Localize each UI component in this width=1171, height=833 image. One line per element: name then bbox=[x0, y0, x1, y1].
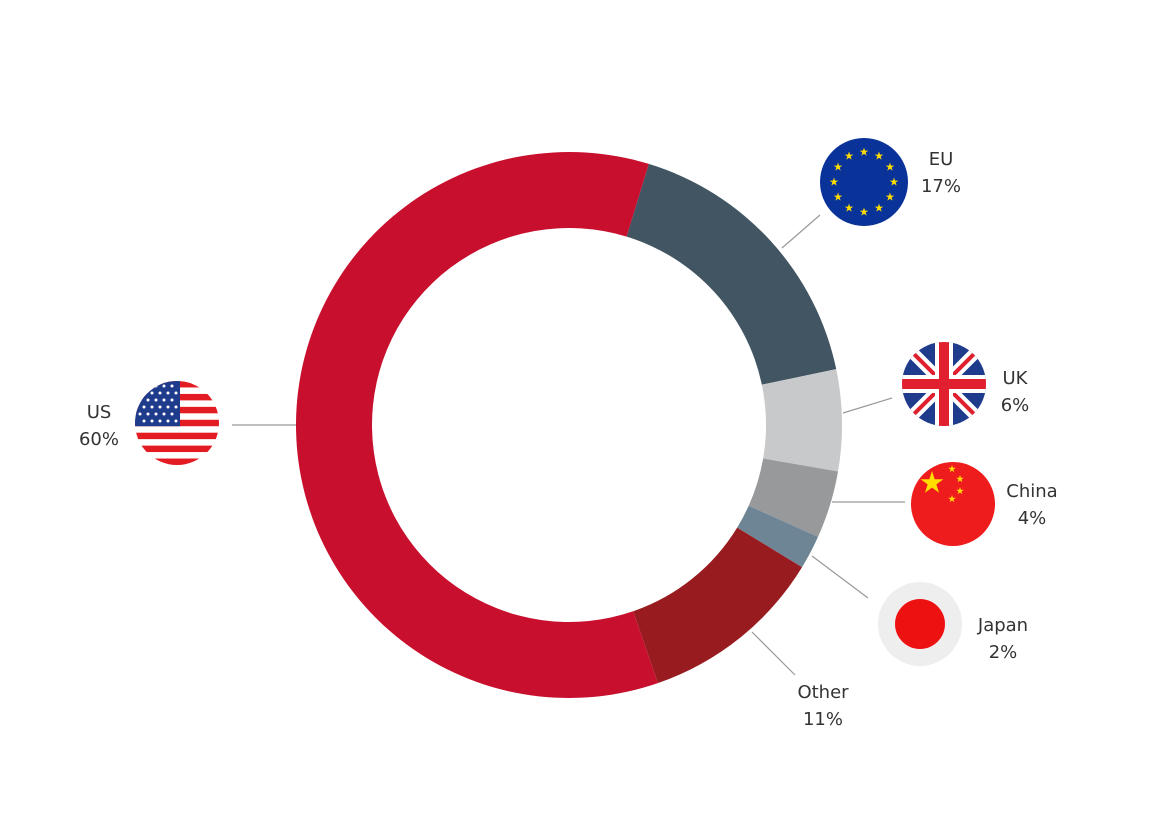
donut-segment bbox=[626, 163, 837, 385]
flag-stripe bbox=[135, 426, 219, 433]
flag-star bbox=[154, 384, 158, 388]
value-label: 4% bbox=[1018, 508, 1047, 529]
donut-segment bbox=[296, 152, 658, 699]
flag-star bbox=[138, 384, 142, 388]
flag-stripe bbox=[135, 445, 219, 453]
flag-canton bbox=[135, 381, 180, 427]
flag-star bbox=[166, 419, 170, 423]
flag-star bbox=[154, 412, 158, 416]
flag-star bbox=[150, 391, 154, 395]
donut-segment bbox=[633, 527, 803, 684]
flag-star bbox=[154, 398, 158, 402]
flag-star bbox=[150, 405, 154, 409]
category-label: Other bbox=[797, 682, 849, 703]
flag-stripe bbox=[135, 432, 219, 440]
flag-star bbox=[138, 398, 142, 402]
leader-line bbox=[842, 397, 893, 414]
value-label: 11% bbox=[803, 709, 843, 730]
flag-star bbox=[146, 398, 150, 402]
leader-line bbox=[781, 214, 821, 249]
flag-star bbox=[174, 405, 178, 409]
flag-star bbox=[170, 398, 174, 402]
flag-star bbox=[174, 419, 178, 423]
flag-star bbox=[158, 391, 162, 395]
flag-stripe bbox=[135, 458, 219, 465]
flag-star bbox=[142, 405, 146, 409]
flag-star bbox=[166, 391, 170, 395]
category-label: UK bbox=[1003, 368, 1029, 389]
flag-star bbox=[142, 391, 146, 395]
value-label: 17% bbox=[921, 176, 961, 197]
category-label: Japan bbox=[977, 615, 1028, 636]
flag-stripe bbox=[135, 452, 219, 459]
value-label: 60% bbox=[79, 429, 119, 450]
flag-star bbox=[158, 419, 162, 423]
value-label: 2% bbox=[989, 642, 1018, 663]
flag-star bbox=[170, 384, 174, 388]
leader-line bbox=[751, 631, 796, 676]
donut-segment bbox=[737, 505, 819, 568]
donut-segment bbox=[748, 458, 839, 537]
flag-star bbox=[146, 412, 150, 416]
flag-star bbox=[162, 384, 166, 388]
flag-star bbox=[138, 412, 142, 416]
flag-us bbox=[135, 381, 219, 465]
flag-star bbox=[162, 398, 166, 402]
flag-star bbox=[174, 391, 178, 395]
flag-star bbox=[142, 419, 146, 423]
flag-star bbox=[146, 384, 150, 388]
flag-star bbox=[150, 419, 154, 423]
flag-japan bbox=[878, 582, 962, 666]
category-label: US bbox=[87, 402, 112, 423]
flag-eu bbox=[820, 138, 908, 226]
flag-stripe bbox=[135, 439, 219, 446]
flag-star bbox=[170, 412, 174, 416]
flag-star bbox=[166, 405, 170, 409]
flag-star bbox=[162, 412, 166, 416]
donut-segment bbox=[761, 369, 842, 472]
flag-uk bbox=[902, 342, 986, 426]
flag-star bbox=[158, 405, 162, 409]
flag-china bbox=[911, 462, 995, 546]
value-label: 6% bbox=[1001, 395, 1030, 416]
category-label: China bbox=[1006, 481, 1057, 502]
category-label: EU bbox=[929, 149, 954, 170]
leader-line bbox=[811, 555, 869, 599]
